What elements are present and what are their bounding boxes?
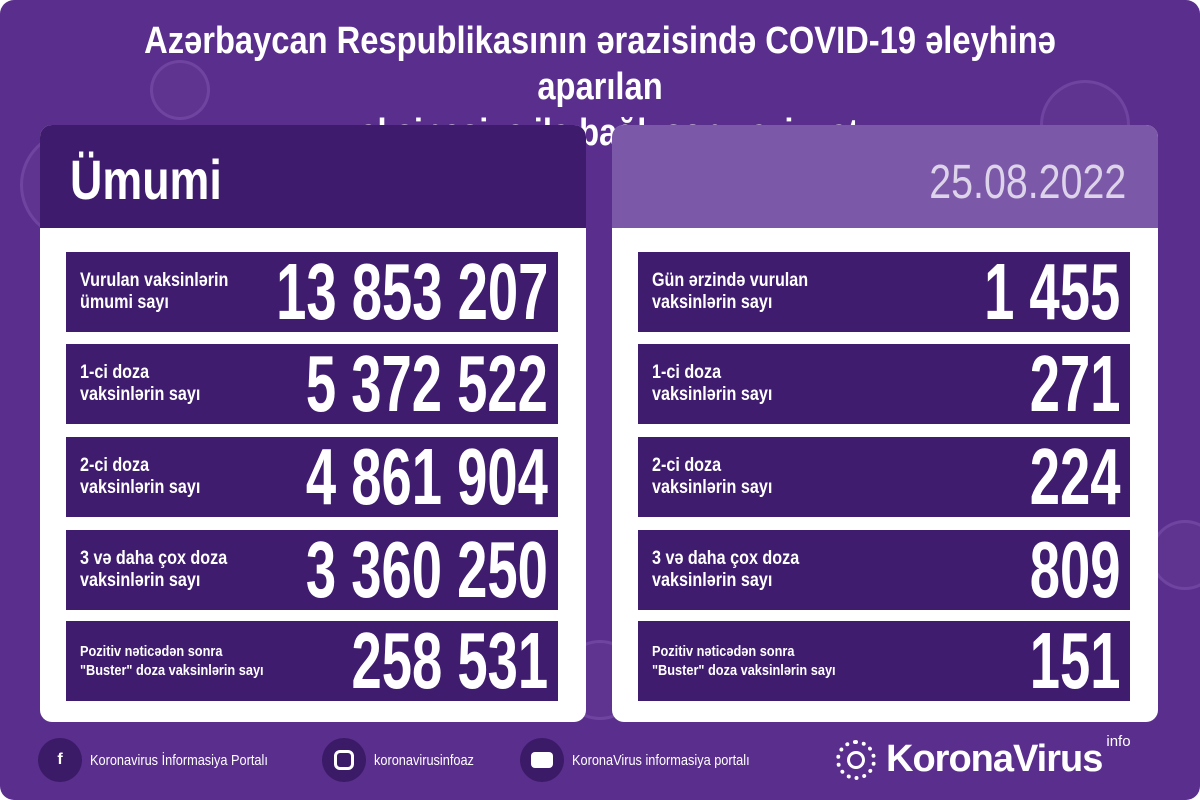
stat-label: Pozitiv nəticədən sonra "Buster" doza vak… [80,643,264,679]
stat-value: 5 372 522 [305,339,548,428]
stat-value: 258 531 [351,616,548,705]
stat-row: 1-ci doza vaksinlərin sayı 5 372 522 [66,344,558,424]
footer: f Koronavirus İnformasiya Portalı korona… [0,733,1200,788]
stat-value: 1 455 [983,247,1120,336]
stat-label: 1-ci doza vaksinlərin sayı [80,362,201,405]
stat-label: 2-ci doza vaksinlərin sayı [80,455,201,498]
daily-panel: 25.08.2022 Gün ərzində vurulan vaksinləri… [612,125,1158,722]
stat-row: 2-ci doza vaksinlərin sayı 4 861 904 [66,437,558,517]
stat-value: 3 360 250 [305,525,548,614]
stat-label: 3 və daha çox doza vaksinlərin sayı [80,548,228,591]
instagram-link[interactable]: koronavirusinfoaz [322,738,492,782]
stat-value: 4 861 904 [305,432,548,521]
stat-label: 2-ci doza vaksinlərin sayı [652,455,773,498]
stat-row: Gün ərzində vurulan vaksinlərin sayı 1 455 [638,252,1130,332]
stat-value: 271 [1029,339,1120,428]
stat-label: 1-ci doza vaksinlərin sayı [652,362,773,405]
stat-label: Vurulan vaksinlərin ümumi sayı [80,270,229,313]
virus-decoration [150,60,210,120]
youtube-link[interactable]: KoronaVirus informasiya portalı [520,738,781,782]
stat-value: 224 [1029,432,1120,521]
stat-value: 13 853 207 [275,247,548,336]
facebook-icon: f [38,738,82,782]
instagram-icon [322,738,366,782]
stat-label: Gün ərzində vurulan vaksinlərin sayı [652,270,809,313]
youtube-icon [520,738,564,782]
virus-decoration [1150,520,1200,590]
stat-label: Pozitiv nəticədən sonra "Buster" doza vak… [652,643,836,679]
stat-row: 3 və daha çox doza vaksinlərin sayı 3 360 … [66,530,558,610]
stat-row: Pozitiv nəticədən sonra "Buster" doza vak… [638,621,1130,701]
stat-label: 3 və daha çox doza vaksinlərin sayı [652,548,800,591]
stat-row: 2-ci doza vaksinlərin sayı 224 [638,437,1130,517]
panel-title: Ümumi [70,148,222,211]
stat-row: Pozitiv nəticədən sonra "Buster" doza vak… [66,621,558,701]
virus-logo-icon [836,739,876,780]
report-date: 25.08.2022 [929,156,1126,209]
total-panel: Ümumi Vurulan vaksinlərin ümumi sayı 13 85… [40,125,586,722]
stat-value: 809 [1029,525,1120,614]
facebook-link[interactable]: f Koronavirus İnformasiya Portalı [38,738,299,782]
koronavirus-logo: KoronaVirus info [836,733,1137,781]
stat-row: 3 və daha çox doza vaksinlərin sayı 809 [638,530,1130,610]
stat-row: Vurulan vaksinlərin ümumi sayı 13 853 207 [66,252,558,332]
stat-row: 1-ci doza vaksinlərin sayı 271 [638,344,1130,424]
stat-value: 151 [1029,616,1120,705]
